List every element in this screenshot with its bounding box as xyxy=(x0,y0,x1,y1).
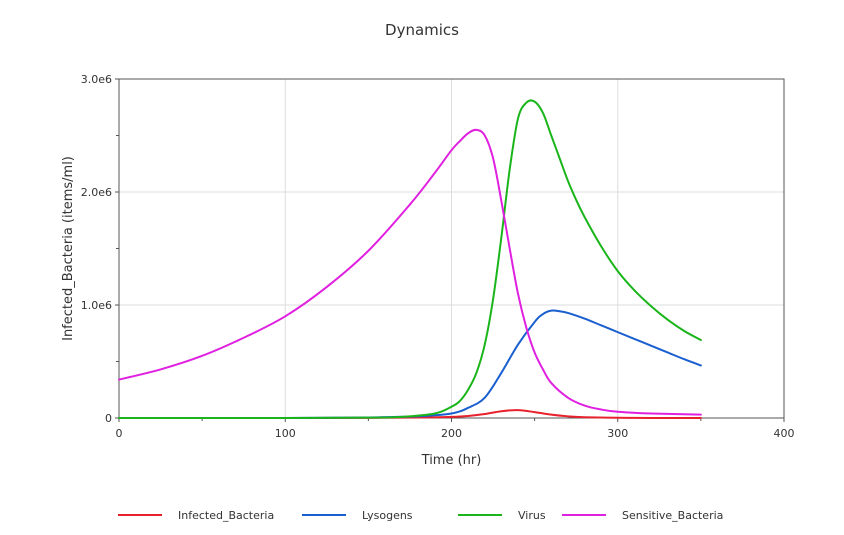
y-axis-title: Infected_Bacteria (items/ml) xyxy=(61,156,76,341)
x-tick-label: 200 xyxy=(441,427,462,440)
chart-title: Dynamics xyxy=(385,21,459,39)
x-tick-label: 100 xyxy=(275,427,296,440)
legend-swatch xyxy=(302,514,346,516)
legend-item-sensitive-bacteria: Sensitive_Bacteria xyxy=(562,505,723,525)
legend-label: Infected_Bacteria xyxy=(178,508,275,522)
legend-label: Lysogens xyxy=(362,508,413,522)
x-tick-label: 300 xyxy=(607,427,628,440)
axis-ticks: 0 100 200 300 400 0 1.0e6 2.0e6 3.0e6 xyxy=(81,73,795,440)
x-tick-label: 0 xyxy=(116,427,123,440)
series-lines xyxy=(118,99,702,420)
y-tick-label: 3.0e6 xyxy=(81,73,112,86)
x-axis-title: Time (hr) xyxy=(421,453,482,468)
legend: Infected_Bacteria Lysogens Virus Sensitive_… xyxy=(0,505,844,525)
series-line-lysogens xyxy=(118,309,702,420)
legend-swatch xyxy=(118,514,162,516)
legend-label: Virus xyxy=(518,508,546,522)
series-line-sensitive-bacteria xyxy=(118,128,702,416)
y-tick-label: 1.0e6 xyxy=(81,299,112,312)
y-tick-label: 2.0e6 xyxy=(81,186,112,199)
legend-item-virus: Virus xyxy=(458,505,546,525)
y-tick-label: 0 xyxy=(105,412,112,425)
grid-lines xyxy=(119,79,784,418)
legend-item-lysogens: Lysogens xyxy=(302,505,413,525)
series-line-virus xyxy=(118,99,702,420)
legend-swatch xyxy=(562,514,606,516)
x-tick-label: 400 xyxy=(774,427,795,440)
legend-item-infected-bacteria: Infected_Bacteria xyxy=(118,505,274,525)
legend-swatch xyxy=(458,514,502,516)
legend-label: Sensitive_Bacteria xyxy=(622,508,724,522)
